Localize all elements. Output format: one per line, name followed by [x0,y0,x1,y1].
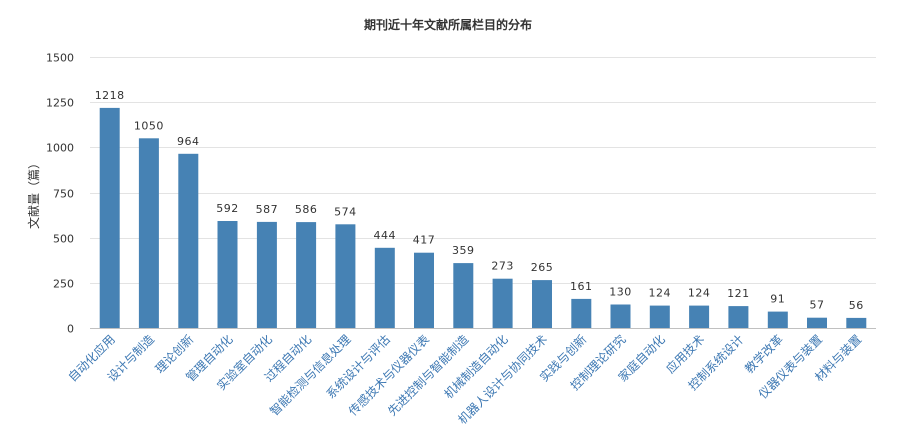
data-labels: 1218 1050 964 592 587 586 574 444 417 359 273 265 16… [95,89,864,312]
y-tick-label: 1000 [46,142,74,155]
bars [99,107,867,329]
y-tick-label: 1250 [46,97,74,110]
y-tick-label: 1500 [46,52,74,65]
data-label: 1050 [134,119,164,132]
bar [335,224,356,328]
bar [649,305,670,328]
data-label: 161 [570,280,593,293]
data-label: 130 [609,286,632,299]
bar [414,252,434,328]
gridlines [90,57,876,284]
data-label: 91 [770,293,785,306]
data-label: 444 [374,229,397,242]
data-label: 265 [531,261,554,274]
bar [138,138,159,328]
bar [296,222,317,328]
y-tick-label: 750 [53,188,74,201]
bar [178,153,199,328]
data-label: 574 [334,205,357,218]
x-axis-ticks: 自动化应用设计与制造理论创新管理自动化实验室自动化过程自动化智能检测与信息处理系… [65,332,865,427]
data-label: 586 [295,203,318,216]
bar [453,263,474,328]
bar [689,305,710,328]
data-label: 124 [649,287,672,300]
data-label: 417 [413,234,436,247]
data-label: 273 [491,260,514,273]
chart-title: 期刊近十年文献所属栏目的分布 [364,17,532,32]
bar [374,247,395,328]
bar [532,280,552,328]
data-label: 56 [849,299,864,312]
bar [807,317,827,328]
bar [846,317,867,328]
y-axis-label: 文献量（篇） [26,157,41,229]
bar [492,278,513,328]
bar [217,221,238,328]
data-label: 124 [688,287,711,300]
data-label: 359 [452,244,475,257]
data-label: 964 [177,135,200,148]
bar [99,107,120,329]
data-label: 592 [216,202,239,215]
data-label: 57 [810,299,825,312]
bar [571,298,592,328]
data-label: 1218 [95,89,125,102]
data-label: 121 [727,287,750,300]
data-label: 587 [256,203,279,216]
bar [767,311,788,328]
bar [256,221,277,328]
y-tick-label: 250 [53,278,74,291]
y-axis-ticks: 0 250 500 750 1000 1250 1500 [46,52,74,336]
y-tick-label: 0 [67,323,74,336]
bar [610,304,631,328]
y-tick-label: 500 [53,233,74,246]
bar [728,306,749,328]
